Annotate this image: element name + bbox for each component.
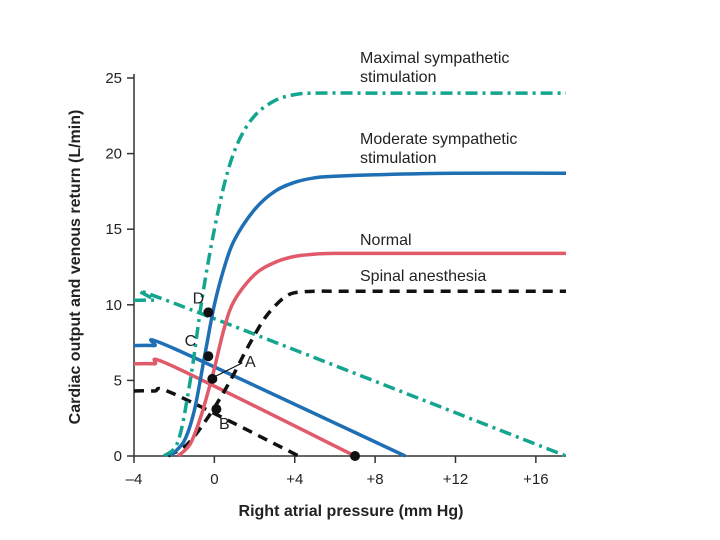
x-tick-label: 0 bbox=[210, 471, 218, 488]
point-label-d: D bbox=[193, 290, 205, 307]
curve-label-0: Maximal sympathetic stimulation bbox=[360, 50, 509, 86]
curve-label-line: Moderate sympathetic bbox=[360, 131, 517, 148]
x-axis-title: Right atrial pressure (mm Hg) bbox=[239, 503, 464, 520]
equilibrium-point-b bbox=[211, 404, 222, 415]
y-tick-label: 15 bbox=[105, 221, 122, 238]
point-leader-a bbox=[214, 362, 243, 378]
y-tick-label: 25 bbox=[105, 70, 122, 87]
curve-label-line: Normal bbox=[360, 232, 412, 249]
point-label-b: B bbox=[219, 416, 230, 433]
curve-label-3: Spinal anesthesia bbox=[360, 268, 486, 285]
axis-marker-0 bbox=[350, 451, 361, 461]
cardiac-output-line-2 bbox=[176, 251, 566, 458]
curve-label-line: Maximal sympathetic bbox=[360, 50, 509, 67]
point-label-c: C bbox=[185, 333, 197, 350]
y-tick-label: 20 bbox=[105, 146, 122, 163]
curve-label-line: stimulation bbox=[360, 150, 436, 167]
cardiac-output-line-1 bbox=[168, 171, 567, 458]
y-tick-label: 5 bbox=[114, 372, 122, 389]
y-axis-title: Cardiac output and venous return (L/min) bbox=[67, 110, 84, 425]
x-tick-label: –4 bbox=[126, 471, 143, 488]
venous-return-line-5 bbox=[133, 338, 407, 458]
x-tick-label: +4 bbox=[286, 471, 303, 488]
venous-return-line-4 bbox=[133, 289, 567, 458]
point-label-a: A bbox=[245, 354, 256, 371]
curve-label-2: Normal bbox=[360, 232, 412, 249]
x-tick-label: +12 bbox=[443, 471, 468, 488]
equilibrium-point-d bbox=[203, 307, 214, 318]
equilibrium-points: D C A B bbox=[185, 290, 361, 461]
venous-return-line-7 bbox=[133, 386, 300, 458]
series-lines bbox=[133, 91, 567, 458]
y-tick-label: 10 bbox=[105, 297, 122, 314]
equilibrium-point-c bbox=[203, 351, 214, 362]
cardiac-output-line-0 bbox=[162, 91, 566, 458]
curve-label-1: Moderate sympathetic stimulation bbox=[360, 131, 517, 167]
x-tick-label: +16 bbox=[523, 471, 548, 488]
x-tick-label: +8 bbox=[367, 471, 384, 488]
curve-label-line: stimulation bbox=[360, 69, 436, 86]
curve-label-line: Spinal anesthesia bbox=[360, 268, 486, 285]
y-tick-label: 0 bbox=[114, 448, 122, 465]
venous-return-line-6 bbox=[133, 357, 356, 458]
equilibrium-point-a bbox=[207, 373, 218, 384]
